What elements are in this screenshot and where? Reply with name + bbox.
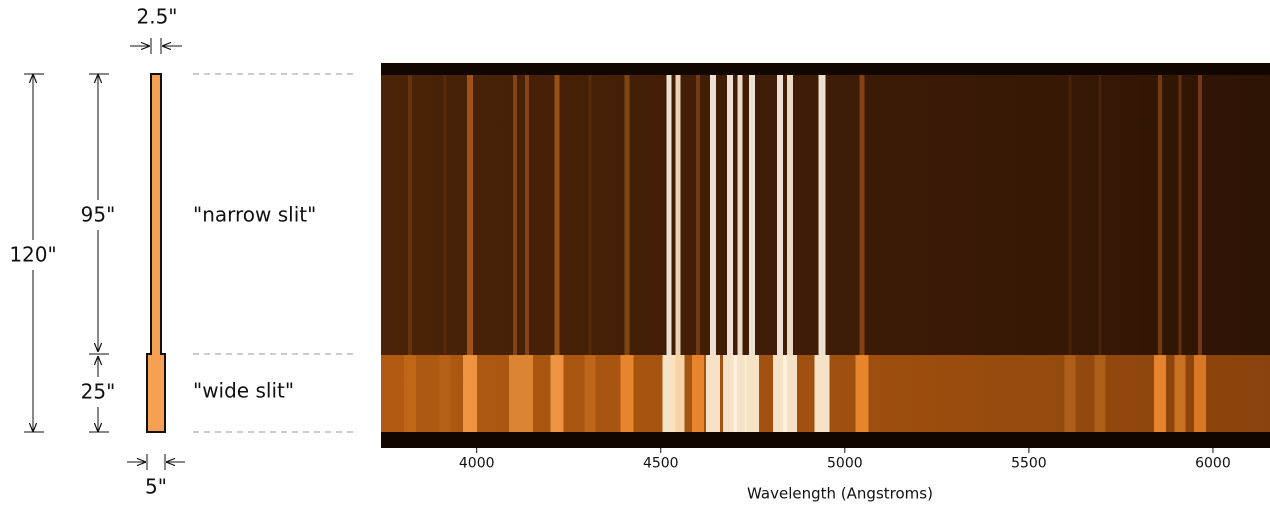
emission-line — [1098, 75, 1102, 355]
slit-shape — [146, 73, 166, 433]
emission-line — [787, 75, 793, 355]
emission-line — [706, 355, 720, 432]
wide-length-label: 25" — [81, 380, 116, 404]
emission-line — [408, 75, 412, 355]
emission-line — [1158, 75, 1162, 355]
label-bg — [72, 377, 126, 407]
emission-line — [1154, 355, 1166, 432]
bottom-width-label: 5" — [145, 475, 167, 499]
emission-line — [584, 355, 596, 432]
emission-line — [1068, 75, 1072, 355]
x-tick-label: 6000 — [1195, 456, 1231, 472]
emission-line — [710, 75, 716, 355]
emission-line — [692, 355, 704, 432]
emission-line — [745, 355, 759, 432]
emission-line — [439, 355, 451, 432]
emission-line — [509, 355, 521, 432]
emission-line — [463, 355, 477, 432]
label-bg — [72, 200, 126, 230]
narrow-length-label: 95" — [81, 203, 116, 227]
emission-line — [1198, 75, 1202, 355]
emission-line — [749, 75, 755, 355]
emission-line — [620, 355, 634, 432]
emission-line — [777, 75, 783, 355]
wide-slit-label: "wide slit" — [193, 379, 294, 403]
spectrum-image — [381, 63, 1270, 448]
emission-line — [675, 75, 681, 355]
x-tick-label: 5500 — [1011, 456, 1047, 472]
emission-line — [818, 75, 826, 355]
emission-line — [1174, 355, 1186, 432]
x-tick-label: 4000 — [459, 456, 495, 472]
label-bg — [0, 240, 66, 270]
total-length-label: 120" — [9, 243, 56, 267]
emission-line — [521, 355, 533, 432]
emission-line — [525, 75, 529, 355]
x-tick-label: 5000 — [827, 456, 863, 472]
x-axis-label: Wavelength (Angstroms) — [747, 485, 933, 503]
emission-line — [1064, 355, 1076, 432]
emission-line — [588, 75, 592, 355]
emission-line — [513, 75, 517, 355]
emission-line — [733, 355, 747, 432]
x-tick-label: 4500 — [643, 456, 679, 472]
emission-line — [737, 75, 743, 355]
emission-line — [814, 355, 830, 432]
emission-line — [671, 355, 685, 432]
emission-line — [624, 75, 630, 355]
emission-line — [1094, 355, 1106, 432]
emission-line — [554, 75, 560, 355]
emission-line — [443, 75, 447, 355]
emission-line — [727, 75, 733, 355]
emission-line — [696, 75, 700, 355]
emission-line — [859, 75, 865, 355]
emission-line — [666, 75, 672, 355]
emission-line — [1178, 75, 1182, 355]
emission-line — [783, 355, 797, 432]
emission-line — [1194, 355, 1206, 432]
narrow-slit-label: "narrow slit" — [193, 203, 316, 227]
top-width-label: 2.5" — [136, 5, 177, 29]
emission-line — [404, 355, 416, 432]
emission-line — [550, 355, 564, 432]
emission-line — [467, 75, 473, 355]
emission-line — [855, 355, 869, 432]
